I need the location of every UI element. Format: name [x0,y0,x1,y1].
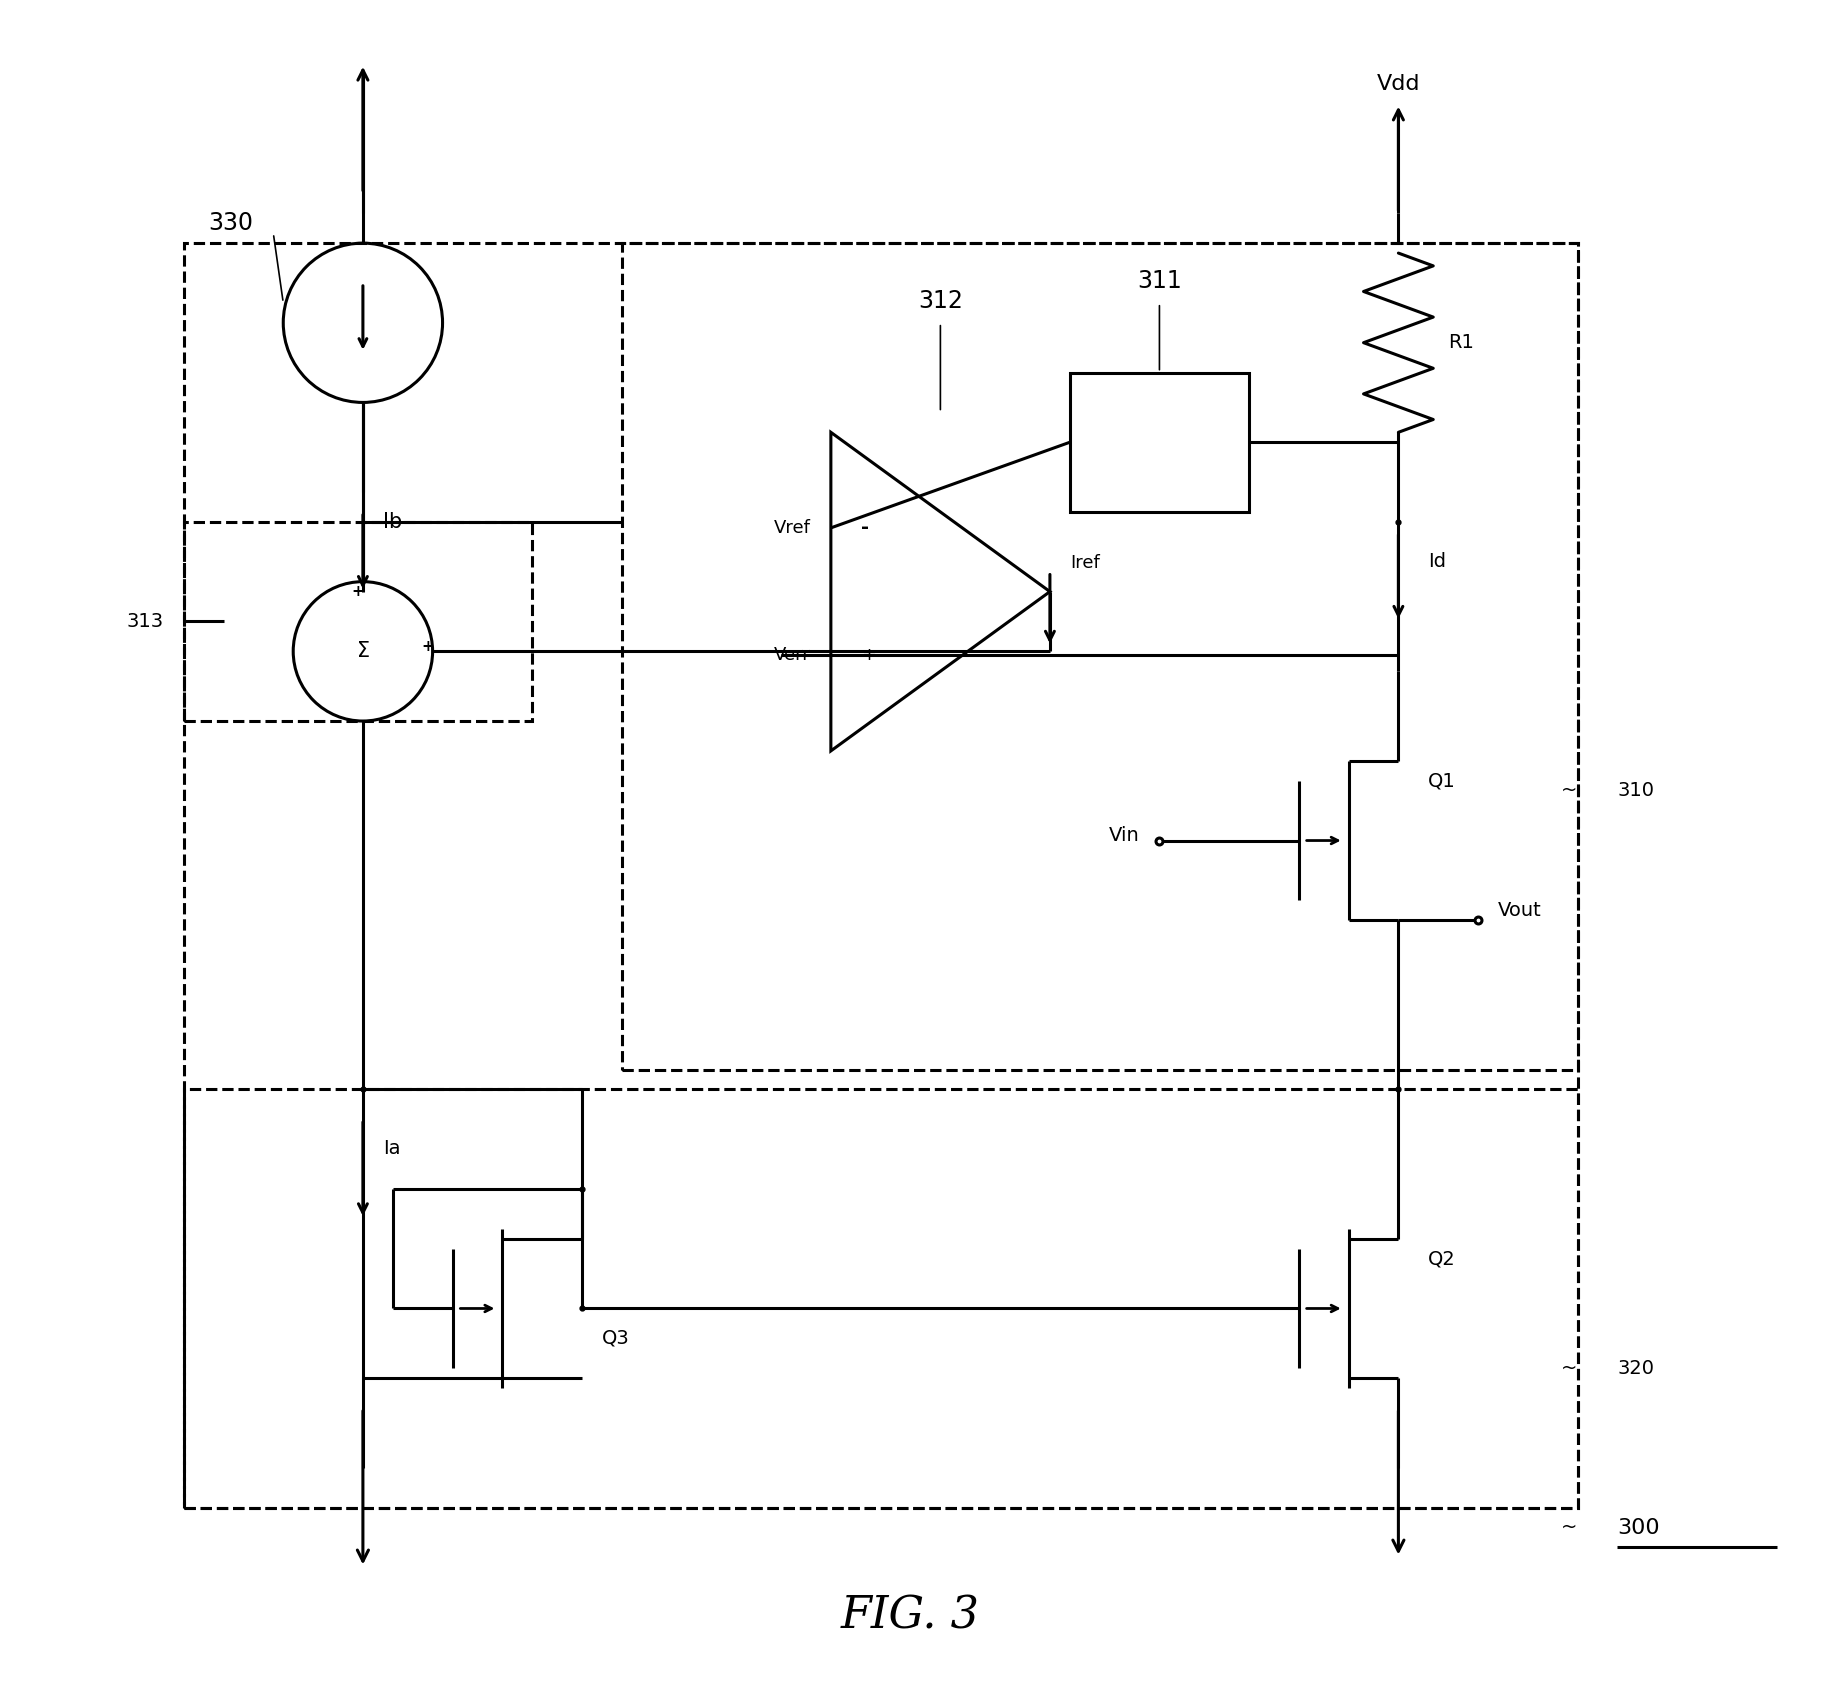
Text: Ib: Ib [382,512,403,533]
Bar [1069,372,1248,512]
Text: ~: ~ [1561,781,1577,800]
Text: FIG. 3: FIG. 3 [840,1595,979,1637]
Text: Iref: Iref [1069,553,1100,572]
Text: +: + [351,583,364,599]
Text: $\Sigma$: $\Sigma$ [355,641,370,661]
Text: Q1: Q1 [1427,771,1455,790]
Text: 310: 310 [1616,781,1654,800]
Text: ~: ~ [1561,1519,1577,1537]
Text: 320: 320 [1616,1360,1654,1378]
Text: Q3: Q3 [602,1329,630,1348]
Text: +: + [860,646,875,665]
Text: Q2: Q2 [1427,1250,1455,1268]
Text: Vin: Vin [1109,825,1138,846]
Text: ~: ~ [1561,1360,1577,1378]
Bar [622,244,1577,1069]
Text: 300: 300 [1616,1517,1660,1537]
Bar [183,523,533,720]
Bar [183,244,1577,1508]
Text: Vout: Vout [1497,901,1541,920]
Text: Vref: Vref [774,519,811,536]
Text: Vdd: Vdd [1376,74,1420,93]
Text: +: + [421,639,434,654]
Text: Verr: Verr [774,646,811,665]
Bar [183,1089,1577,1508]
Text: 312: 312 [917,289,963,313]
Text: Id: Id [1427,551,1446,572]
Text: 311: 311 [1136,269,1180,293]
Text: Ia: Ia [382,1140,401,1158]
Text: 313: 313 [126,612,163,631]
Text: R1: R1 [1448,333,1473,352]
Text: -: - [860,519,867,538]
Text: 330: 330 [209,211,253,235]
